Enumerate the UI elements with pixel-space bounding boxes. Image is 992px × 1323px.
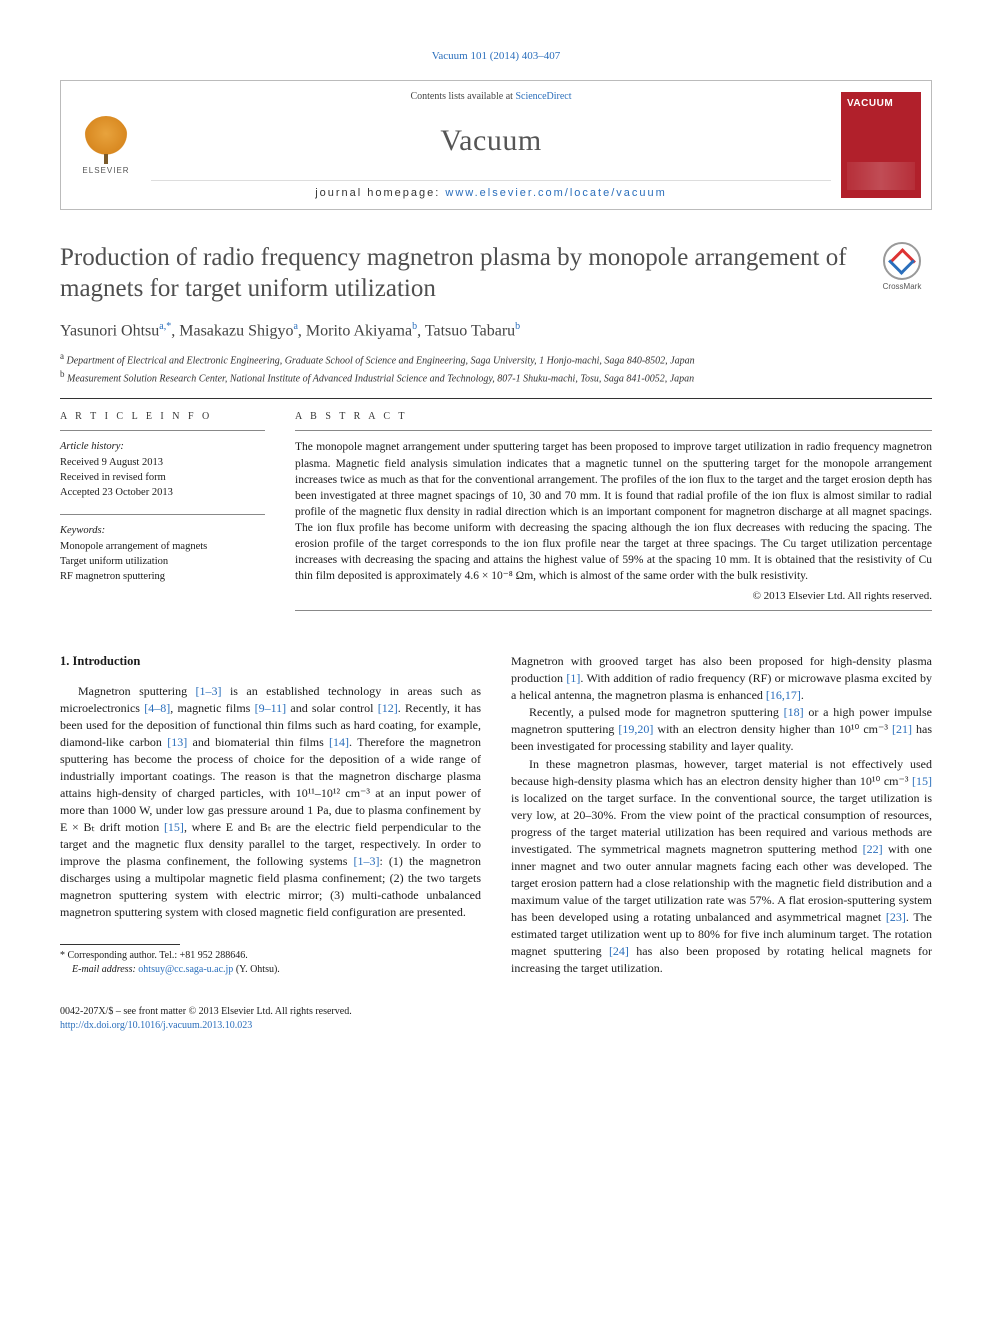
ref-link[interactable]: [1]	[566, 671, 580, 685]
affiliation-b: Measurement Solution Research Center, Na…	[67, 373, 694, 384]
author: Tatsuo Tabaru	[425, 322, 515, 339]
body-paragraph: Magnetron sputtering [1–3] is an establi…	[60, 683, 481, 921]
abstract-text: The monopole magnet arrangement under sp…	[295, 439, 932, 584]
author-affil-link[interactable]: a,*	[159, 321, 171, 332]
corresponding-label: * Corresponding author. Tel.:	[60, 950, 180, 961]
ref-link[interactable]: [1–3]	[196, 684, 222, 698]
abstract-copyright: © 2013 Elsevier Ltd. All rights reserved…	[295, 590, 932, 602]
elsevier-logo[interactable]: ELSEVIER	[76, 110, 136, 180]
ref-link[interactable]: [22]	[863, 842, 883, 856]
author-affil-link[interactable]: a	[293, 321, 297, 332]
sciencedirect-link[interactable]: ScienceDirect	[515, 91, 571, 102]
crossmark-label: CrossMark	[883, 282, 922, 291]
footnote-rule	[60, 944, 180, 945]
cover-title: VACUUM	[847, 98, 915, 109]
section-heading: 1. Introduction	[60, 653, 481, 671]
contents-line: Contents lists available at ScienceDirec…	[151, 91, 831, 102]
article-title: Production of radio frequency magnetron …	[60, 242, 852, 305]
divider	[60, 430, 265, 431]
divider	[60, 398, 932, 399]
homepage-link[interactable]: www.elsevier.com/locate/vacuum	[445, 187, 666, 199]
history-header: Article history:	[60, 439, 265, 454]
divider	[295, 610, 932, 611]
authors-line: Yasunori Ohtsua,*, Masakazu Shigyoa, Mor…	[60, 321, 932, 340]
ref-link[interactable]: [23]	[886, 910, 906, 924]
ref-link[interactable]: [18]	[784, 705, 804, 719]
publisher-logo-cell: ELSEVIER	[61, 81, 151, 209]
ref-link[interactable]: [24]	[609, 944, 629, 958]
ref-link[interactable]: [14]	[329, 735, 349, 749]
history-accepted: Accepted 23 October 2013	[60, 485, 265, 500]
keywords-block: Keywords: Monopole arrangement of magnet…	[60, 523, 265, 584]
footnotes: * Corresponding author. Tel.: +81 952 28…	[60, 949, 481, 977]
author: Morito Akiyama	[306, 322, 412, 339]
ref-link[interactable]: [15]	[912, 774, 932, 788]
issn-line: 0042-207X/$ – see front matter © 2013 El…	[60, 1005, 932, 1019]
ref-link[interactable]: [12]	[378, 701, 398, 715]
journal-cover-thumb[interactable]: VACUUM	[841, 92, 921, 198]
citation-link[interactable]: Vacuum 101 (2014) 403–407	[432, 50, 561, 62]
homepage-label: journal homepage:	[315, 187, 445, 199]
history-received: Received 9 August 2013	[60, 455, 265, 470]
crossmark-icon	[883, 242, 921, 280]
affiliation-a: Department of Electrical and Electronic …	[67, 355, 695, 366]
body-paragraph: In these magnetron plasmas, however, tar…	[511, 756, 932, 977]
author: Masakazu Shigyo	[179, 322, 293, 339]
ref-link[interactable]: [19,20]	[618, 722, 653, 736]
email-label: E-mail address:	[72, 964, 138, 975]
cover-cell: VACUUM	[831, 81, 931, 209]
abstract-label: A B S T R A C T	[295, 411, 932, 422]
keyword: Target uniform utilization	[60, 554, 265, 569]
ref-link[interactable]: [21]	[892, 722, 912, 736]
doi-link[interactable]: http://dx.doi.org/10.1016/j.vacuum.2013.…	[60, 1020, 252, 1031]
author: Yasunori Ohtsu	[60, 322, 159, 339]
ref-link[interactable]: [16,17]	[766, 688, 801, 702]
affiliations: a Department of Electrical and Electroni…	[60, 350, 932, 387]
homepage-line: journal homepage: www.elsevier.com/locat…	[151, 180, 831, 199]
keyword: Monopole arrangement of magnets	[60, 539, 265, 554]
article-history: Article history: Received 9 August 2013 …	[60, 439, 265, 500]
cover-graphic	[847, 162, 915, 190]
keyword: RF magnetron sputtering	[60, 569, 265, 584]
journal-name: Vacuum	[151, 124, 831, 158]
article-info-label: A R T I C L E I N F O	[60, 411, 265, 422]
divider	[295, 430, 932, 431]
ref-link[interactable]: [13]	[167, 735, 187, 749]
divider	[60, 514, 265, 515]
body-paragraph: Magnetron with grooved target has also b…	[511, 653, 932, 704]
journal-header: ELSEVIER Contents lists available at Sci…	[60, 80, 932, 210]
email-link[interactable]: ohtsuy@cc.saga-u.ac.jp	[138, 964, 233, 975]
elsevier-label: ELSEVIER	[82, 166, 129, 175]
ref-link[interactable]: [9–11]	[255, 701, 287, 715]
citation-line: Vacuum 101 (2014) 403–407	[60, 50, 932, 62]
ref-link[interactable]: [15]	[164, 820, 184, 834]
body-paragraph: Recently, a pulsed mode for magnetron sp…	[511, 704, 932, 755]
keywords-header: Keywords:	[60, 523, 265, 538]
ref-link[interactable]: [4–8]	[144, 701, 170, 715]
page-footer: 0042-207X/$ – see front matter © 2013 El…	[60, 1005, 932, 1033]
article-body: 1. Introduction Magnetron sputtering [1–…	[60, 653, 932, 977]
author-affil-link[interactable]: b	[412, 321, 417, 332]
elsevier-tree-icon	[84, 116, 128, 160]
email-who: (Y. Ohtsu).	[233, 964, 279, 975]
ref-link[interactable]: [1–3]	[353, 854, 379, 868]
contents-prefix: Contents lists available at	[410, 91, 515, 102]
corresponding-tel: +81 952 288646.	[180, 950, 248, 961]
author-affil-link[interactable]: b	[515, 321, 520, 332]
history-revised: Received in revised form	[60, 470, 265, 485]
crossmark-widget[interactable]: CrossMark	[872, 242, 932, 291]
